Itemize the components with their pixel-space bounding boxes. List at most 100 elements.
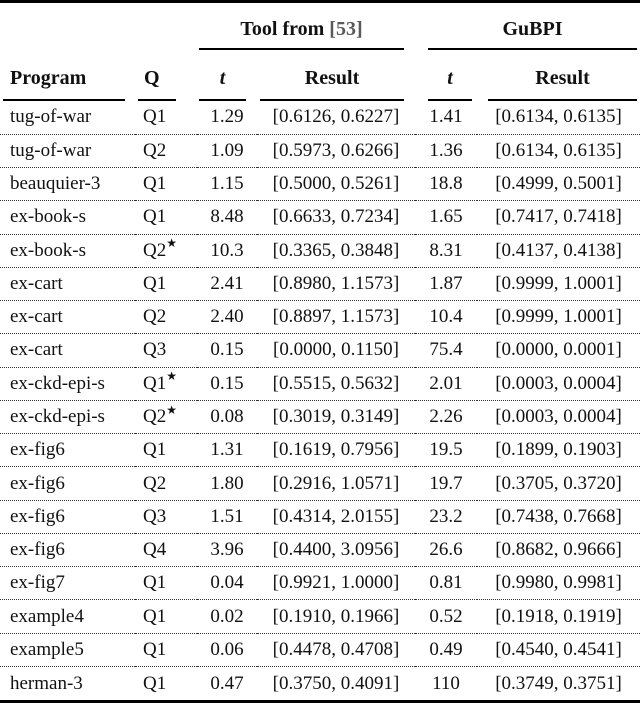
program-cell: ex-fig7 — [10, 572, 65, 594]
program-cell: herman-3 — [10, 672, 83, 694]
table-row: beauquier-3 Q1 1.15 [0.5000, 0.5261] 18.… — [0, 168, 640, 201]
query-cell: Q3 — [143, 505, 167, 527]
program-cell: beauquier-3 — [10, 173, 101, 195]
tool-result-cell: [0.5973, 0.6266] — [272, 139, 400, 161]
gubpi-time-cell: 10.4 — [429, 306, 463, 328]
table-row: ex-cart Q2 2.40 [0.8897, 1.1573] 10.4 [0… — [0, 301, 640, 334]
query-cell: Q2 — [143, 139, 167, 161]
program-cell: ex-fig6 — [10, 505, 65, 527]
tool-time-cell: 0.15 — [210, 372, 244, 394]
gubpi-result-cell: [0.8682, 0.9666] — [495, 539, 622, 561]
gubpi-time-cell: 0.81 — [429, 572, 463, 594]
query-cell: Q1 — [143, 672, 167, 694]
program-cell: ex-fig6 — [10, 539, 65, 561]
gubpi-result-cell: [0.4540, 0.4541] — [495, 638, 622, 660]
column-header-tool-time: t — [197, 50, 257, 101]
program-cell: ex-book-s — [10, 239, 86, 261]
tool-result-cell: [0.5515, 0.5632] — [272, 372, 400, 394]
citation-link[interactable]: [53] — [329, 18, 363, 40]
tool-time-cell: 8.48 — [210, 206, 244, 228]
program-cell: example5 — [10, 638, 84, 660]
gubpi-time-cell: 8.31 — [429, 239, 463, 261]
gubpi-result-cell: [0.6134, 0.6135] — [495, 106, 622, 128]
program-cell: ex-fig6 — [10, 439, 65, 461]
column-header-gubpi-time: t — [415, 50, 477, 101]
tool-result-cell: [0.0000, 0.1150] — [273, 339, 399, 361]
column-header-query: Q — [135, 50, 197, 101]
gubpi-result-cell: [0.9980, 0.9981] — [495, 572, 622, 594]
tool-time-cell: 1.15 — [210, 173, 244, 195]
gubpi-result-cell: [0.4999, 0.5001] — [495, 173, 622, 195]
tool-time-cell: 1.31 — [210, 439, 244, 461]
gubpi-result-cell: [0.1918, 0.1919] — [495, 605, 622, 627]
query-cell: Q2★ — [143, 402, 177, 428]
table-row: example5 Q1 0.06 [0.4478, 0.4708] 0.49 [… — [0, 633, 640, 667]
table-row: tug-of-war Q2 1.09 [0.5973, 0.6266] 1.36… — [0, 134, 640, 168]
gubpi-time-cell: 19.7 — [429, 472, 463, 494]
table-row: ex-ckd-epi-s Q1★ 0.15 [0.5515, 0.5632] 2… — [0, 367, 640, 401]
gubpi-time-cell: 2.26 — [429, 406, 463, 428]
table-header: Tool from [53] GuBPI Program Q — [0, 3, 640, 101]
table-row: ex-book-s Q2★ 10.3 [0.3365, 0.3848] 8.31… — [0, 234, 640, 268]
gubpi-time-cell: 18.8 — [429, 173, 463, 195]
query-cell: Q4 — [143, 539, 167, 561]
tool-result-cell: [0.1910, 0.1966] — [272, 605, 400, 627]
gubpi-time-cell: 0.52 — [429, 605, 463, 627]
tool-time-cell: 0.15 — [210, 339, 244, 361]
gubpi-result-cell: [0.0000, 0.0001] — [495, 339, 622, 361]
gubpi-result-cell: [0.0003, 0.0004] — [495, 406, 622, 428]
tool-result-cell: [0.8980, 1.1573] — [272, 272, 400, 294]
query-cell: Q1 — [143, 106, 167, 128]
star-marker: ★ — [166, 236, 177, 251]
column-header-tool-result: Result — [257, 50, 415, 101]
gubpi-time-cell: 2.01 — [429, 372, 463, 394]
gubpi-result-cell: [0.7438, 0.7668] — [495, 505, 622, 527]
program-cell: tug-of-war — [10, 139, 92, 161]
tool-result-cell: [0.1619, 0.7956] — [272, 439, 400, 461]
tool-result-cell: [0.3750, 0.4091] — [272, 672, 400, 694]
gubpi-time-cell: 1.41 — [429, 106, 463, 128]
tool-time-cell: 1.29 — [210, 106, 244, 128]
query-cell: Q1 — [143, 572, 167, 594]
tool-time-cell: 1.80 — [210, 472, 244, 494]
table-row: ex-cart Q3 0.15 [0.0000, 0.1150] 75.4 [0… — [0, 334, 640, 368]
query-cell: Q1 — [143, 638, 167, 660]
gubpi-result-cell: [0.9999, 1.0001] — [495, 272, 622, 294]
star-marker: ★ — [166, 369, 177, 384]
gubpi-result-cell: [0.3749, 0.3751] — [495, 672, 622, 694]
program-cell: ex-cart — [10, 272, 63, 294]
gubpi-result-cell: [0.4137, 0.4138] — [495, 239, 622, 261]
query-cell: Q3 — [143, 339, 167, 361]
tool-time-cell: 3.96 — [210, 539, 244, 561]
table-body: tug-of-war Q1 1.29 [0.6126, 0.6227] 1.41… — [0, 101, 640, 700]
gubpi-time-cell: 26.6 — [429, 539, 463, 561]
gubpi-time-cell: 23.2 — [429, 505, 463, 527]
gubpi-time-cell: 1.65 — [429, 206, 463, 228]
table-row: ex-fig7 Q1 0.04 [0.9921, 1.0000] 0.81 [0… — [0, 567, 640, 600]
query-cell: Q2 — [143, 472, 167, 494]
tool-result-cell: [0.6633, 0.7234] — [272, 206, 400, 228]
tool-time-cell: 0.06 — [210, 638, 244, 660]
gubpi-time-cell: 110 — [432, 672, 460, 694]
gubpi-result-cell: [0.9999, 1.0001] — [495, 306, 622, 328]
tool-result-cell: [0.8897, 1.1573] — [272, 306, 400, 328]
gubpi-group-label: GuBPI — [502, 18, 563, 40]
group-header-row: Tool from [53] GuBPI — [0, 3, 640, 50]
tool-result-cell: [0.6126, 0.6227] — [272, 106, 400, 128]
table-row: ex-book-s Q1 8.48 [0.6633, 0.7234] 1.65 … — [0, 201, 640, 235]
query-cell: Q2★ — [143, 236, 177, 261]
column-header-gubpi-result: Result — [477, 50, 640, 101]
column-header-row: Program Q t Result t Result — [0, 50, 640, 101]
program-cell: ex-ckd-epi-s — [10, 406, 105, 428]
tool-result-cell: [0.4400, 3.0956] — [272, 539, 400, 561]
gubpi-result-cell: [0.0003, 0.0004] — [495, 372, 622, 394]
table-row: tug-of-war Q1 1.29 [0.6126, 0.6227] 1.41… — [0, 101, 640, 135]
tool-group-label: Tool from — [240, 18, 325, 40]
table-row: ex-fig6 Q1 1.31 [0.1619, 0.7956] 19.5 [0… — [0, 434, 640, 467]
tool-result-cell: [0.2916, 1.0571] — [272, 472, 400, 494]
table-row: herman-3 Q1 0.47 [0.3750, 0.4091] 110 [0… — [0, 667, 640, 700]
tool-time-cell: 2.40 — [210, 306, 244, 328]
query-cell: Q1 — [143, 173, 167, 195]
tool-result-cell: [0.3365, 0.3848] — [272, 239, 400, 261]
